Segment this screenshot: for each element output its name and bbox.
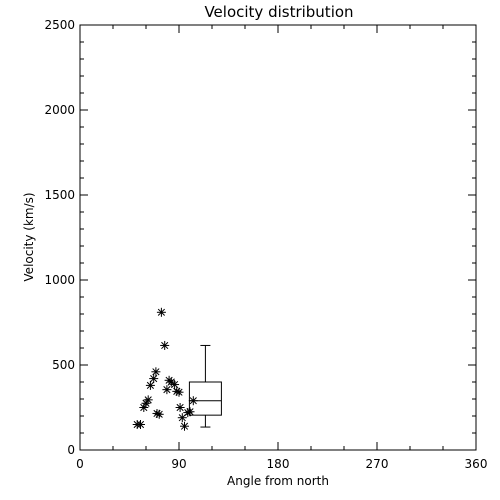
y-tick-label: 2500 <box>44 18 75 32</box>
x-tick-label: 270 <box>366 457 389 471</box>
x-tick-label: 0 <box>76 457 84 471</box>
plot-frame <box>79 24 477 451</box>
data-point <box>162 385 172 395</box>
data-point <box>154 409 164 419</box>
y-tick-label: 500 <box>52 358 75 372</box>
y-tick-label: 1500 <box>44 188 75 202</box>
data-point <box>175 403 185 412</box>
data-point <box>136 420 145 429</box>
data-point <box>174 387 184 397</box>
y-axis-ticks <box>80 24 476 451</box>
chart-title: Velocity distribution <box>204 3 353 21</box>
y-tick-labels: 0 500 1000 1500 2000 2500 <box>44 18 75 457</box>
x-tick-label: 360 <box>465 457 488 471</box>
data-point <box>149 374 159 384</box>
box-plot <box>188 344 222 428</box>
y-tick-label: 0 <box>67 443 75 457</box>
data-point <box>151 367 161 377</box>
x-axis-ticks <box>79 25 477 450</box>
y-tick-label: 2000 <box>44 103 75 117</box>
data-point <box>170 380 180 390</box>
box-iqr <box>188 381 222 416</box>
x-axis-title: Angle from north <box>227 474 329 488</box>
y-axis-title: Velocity (km/s) <box>22 192 36 281</box>
data-point <box>156 307 166 317</box>
data-point <box>160 340 170 350</box>
data-point <box>180 421 189 431</box>
x-tick-labels: 0 90 180 270 360 <box>76 457 487 471</box>
data-points <box>132 307 198 431</box>
y-tick-label: 1000 <box>44 273 75 287</box>
data-point <box>143 395 153 405</box>
x-tick-label: 90 <box>171 457 186 471</box>
data-point <box>145 380 155 390</box>
x-tick-label: 180 <box>267 457 290 471</box>
